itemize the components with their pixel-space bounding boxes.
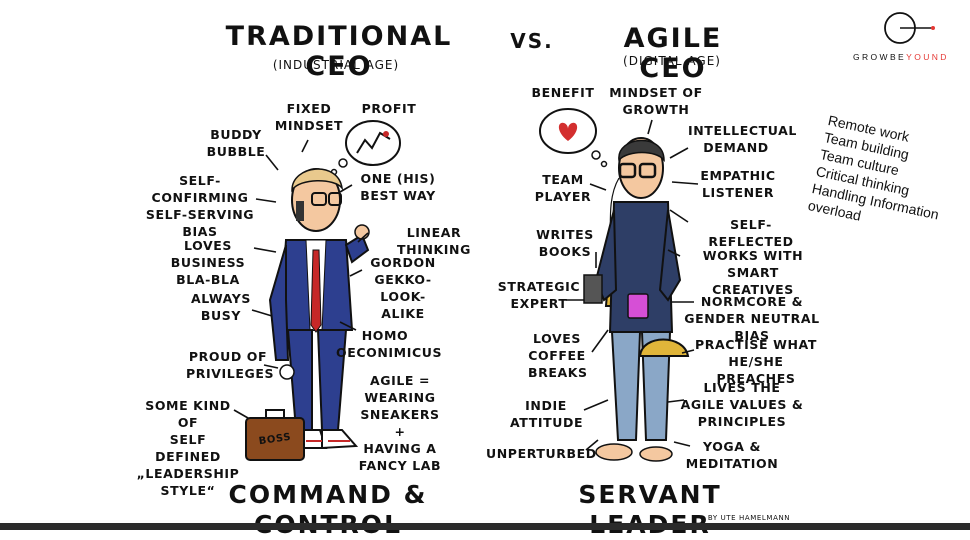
versus-label: VS. xyxy=(510,29,554,53)
label-loves-business: LOVES BUSiNESS BLA-BLA xyxy=(170,238,246,287)
traditional-ceo-subtitle: (iNDUSTRiAL AGE) xyxy=(272,58,400,72)
label-benefit: BENEFiT xyxy=(531,85,595,100)
label-gordon-gekko: GORDON GEKKO- LOOK-ALiKE xyxy=(370,255,436,321)
label-empathic-listener: EMPATHiC LiSTENER xyxy=(700,168,776,200)
boss-briefcase xyxy=(245,409,305,461)
label-works-with-smart-creatives: WORKS WiTH SMART CREATiVES xyxy=(702,248,804,297)
label-homo-oeconomicus: HOMO OECONiMiCUS xyxy=(336,328,443,360)
profit-thought-bubble xyxy=(330,120,401,176)
agile-ceo-title: AGiLE CEO xyxy=(623,23,723,84)
label-linear-thinking: LiNEAR THiNKiNG xyxy=(397,225,471,257)
label-fixed-mindset: FiXED MiNDSET xyxy=(274,101,344,133)
label-strategic-expert: STRATEGiC EXPERT xyxy=(497,279,581,311)
agile-ceo-figure xyxy=(583,137,690,462)
traditional-ceo-figure xyxy=(268,168,370,450)
label-loves-coffee-breaks: LOVES COFFEE BREAKS xyxy=(528,331,588,380)
traditional-pointer-lines xyxy=(233,139,369,419)
traditional-footer: COMMAND & CONTROL xyxy=(228,480,428,539)
bottom-bar xyxy=(0,523,970,530)
label-self-reflected: SELF-REFLECTED xyxy=(708,217,794,249)
label-profit: PROFiT xyxy=(361,101,417,116)
label-writes-books: WRiTES BOOKS xyxy=(536,227,594,259)
logo-text-part1: GROWBE xyxy=(853,52,907,62)
label-normcore-gender-neutral: NORMCORE & GENDER NEUTRAL BiAS xyxy=(684,294,820,343)
label-one-best-way: ONE (HiS) BEST WAY xyxy=(360,171,436,203)
label-leadership-style: SOME KiND OF SELF DEFiNED „LEADERSHiP ST… xyxy=(136,398,240,498)
label-agile-values: LiVES THE AGiLE VALUES & PRiNCiPLES xyxy=(680,380,804,429)
agile-pointer-lines xyxy=(566,119,699,451)
agile-footer: SERVANT LEADER xyxy=(578,480,722,539)
label-unperturbed: UNPERTURBED xyxy=(486,446,597,461)
label-self-confirming-bias: SELF-CONFiRMiNG SELF-SERViNG BiAS xyxy=(145,173,255,239)
label-practise-what-preaches: PRACTiSE WHAT HE/SHE PREACHES xyxy=(695,337,817,386)
traditional-ceo-title: TRADITiONAL CEO xyxy=(225,21,453,82)
label-yoga-meditation: YOGA & MEDiTATiON xyxy=(685,439,779,471)
label-team-player: TEAM PLAYER xyxy=(534,172,592,204)
growbeyound-logo-mark xyxy=(884,12,935,44)
label-agile-sneakers: AGiLE = WEARiNG SNEAKERS + HAViNG A FANC… xyxy=(358,373,442,473)
label-proud-of-privileges: PROUD OF PRiViLEGES xyxy=(186,349,275,381)
illustrator-credit: BY UTE HAMELMANN xyxy=(707,514,791,522)
logo-text-part2: YOUND xyxy=(906,52,949,62)
growbeyound-logo: GROWBEYOUND xyxy=(853,52,949,62)
label-always-busy: ALWAYS BUSY xyxy=(190,291,252,323)
label-buddy-bubble: BUDDY BUBBLE xyxy=(206,127,266,159)
benefit-thought-bubble xyxy=(539,108,608,168)
agile-ceo-subtitle: (DiGiTAL AGE) xyxy=(623,54,721,68)
label-mindset-of-growth: MiNDSET OF GROWTH xyxy=(609,85,703,117)
label-intellectual-demand: iNTELLECTUAL DEMAND xyxy=(688,123,797,155)
label-indie-attitude: iNDiE ATTiTUDE xyxy=(510,398,584,430)
